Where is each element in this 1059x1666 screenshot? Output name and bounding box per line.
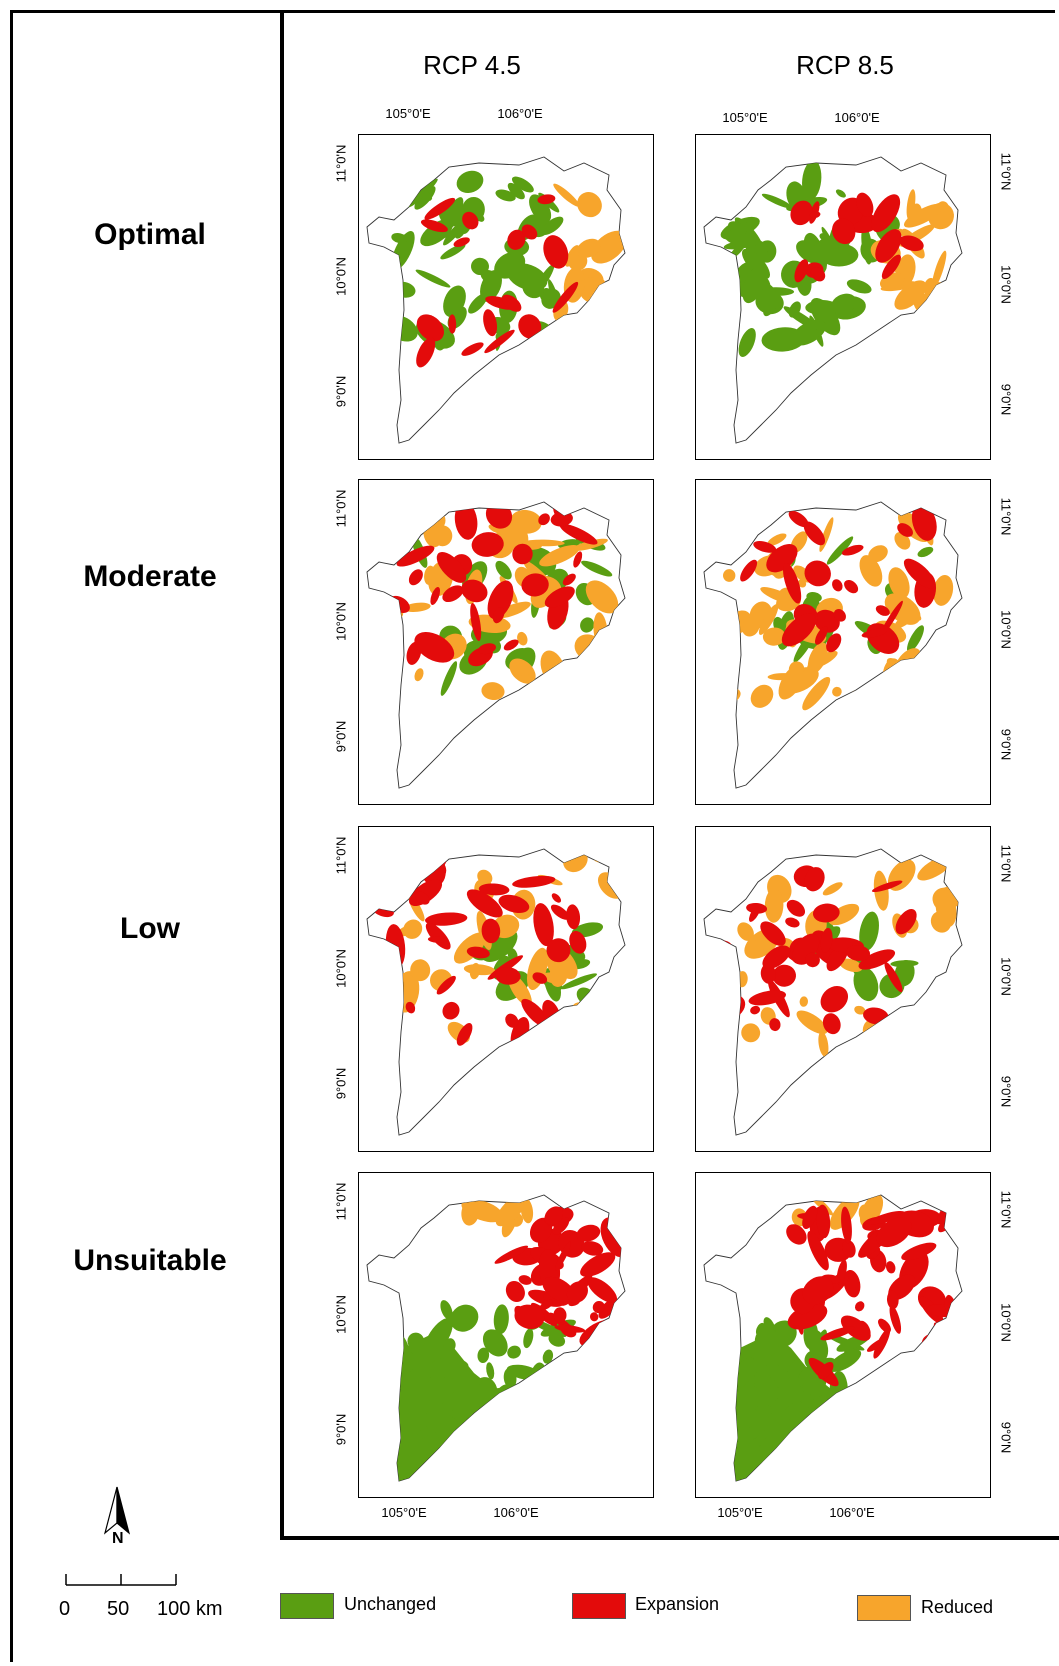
map-panel-low-rcp85 (695, 826, 991, 1152)
column-header-rcp45: RCP 4.5 (423, 50, 521, 80)
lat-tick-right-unsuitable-2: 9°0'N (998, 1421, 1014, 1454)
row-label-moderate: Moderate (83, 560, 217, 593)
map-panel-optimal-rcp45 (358, 134, 654, 460)
lat-tick-right-optimal-1: 10°0'N (998, 265, 1014, 304)
lat-tick-left-optimal-1: 10°0'N (333, 257, 349, 296)
lon-tick-top-rcp45-106: 106°0'E (497, 106, 543, 121)
lon-tick-top-rcp45-105: 105°0'E (385, 106, 431, 121)
legend-label-reduced: Reduced (921, 1597, 994, 1617)
lat-tick-right-optimal-0: 11°0'N (998, 152, 1014, 191)
lat-tick-right-moderate-1: 10°0'N (998, 610, 1014, 649)
legend-swatch-expansion (572, 1593, 626, 1619)
lat-tick-right-optimal-2: 9°0'N (998, 383, 1014, 416)
lat-tick-left-low-0: 11°0'N (333, 836, 349, 875)
lat-tick-right-moderate-0: 11°0'N (998, 497, 1014, 536)
lon-tick-top-rcp85-106: 106°0'E (834, 110, 880, 125)
map-panel-moderate-rcp45 (358, 479, 654, 805)
lat-tick-left-moderate-0: 11°0'N (333, 489, 349, 528)
lat-tick-left-optimal-2: 9°0'N (333, 375, 349, 408)
figure-frame (10, 10, 1055, 1662)
map-panel-moderate-rcp85 (695, 479, 991, 805)
row-label-low: Low (120, 912, 180, 945)
lon-tick-top-rcp85-105: 105°0'E (722, 110, 768, 125)
legend-label-unchanged: Unchanged (344, 1594, 437, 1614)
row-label-unsuitable: Unsuitable (73, 1244, 227, 1277)
north-arrow-label: N (112, 1530, 124, 1547)
lat-tick-left-low-2: 9°0'N (333, 1067, 349, 1100)
lat-tick-left-unsuitable-0: 11°0'N (333, 1182, 349, 1221)
map-panel-unsuitable-rcp45 (358, 1172, 654, 1498)
scale-label-100km: 100 km (157, 1598, 223, 1620)
lat-tick-right-unsuitable-0: 11°0'N (998, 1190, 1014, 1229)
maps-frame (280, 10, 1059, 1540)
legend-swatch-reduced (857, 1595, 911, 1621)
legend-label-expansion: Expansion (635, 1594, 720, 1614)
lat-tick-right-unsuitable-1: 10°0'N (998, 1303, 1014, 1342)
lat-tick-left-unsuitable-2: 9°0'N (333, 1413, 349, 1446)
lat-tick-right-low-1: 10°0'N (998, 957, 1014, 996)
scale-label-50: 50 (107, 1598, 130, 1620)
north-arrow-icon (100, 1485, 134, 1555)
lat-tick-right-low-2: 9°0'N (998, 1075, 1014, 1108)
legend-swatch-unchanged (280, 1593, 334, 1619)
lat-tick-left-unsuitable-1: 10°0'N (333, 1295, 349, 1334)
lat-tick-left-moderate-1: 10°0'N (333, 602, 349, 641)
lat-tick-right-moderate-2: 9°0'N (998, 728, 1014, 761)
map-panel-low-rcp45 (358, 826, 654, 1152)
lon-tick-bottom-rcp85-106: 106°0'E (829, 1505, 875, 1520)
lon-tick-bottom-rcp85-105: 105°0'E (717, 1505, 763, 1520)
lat-tick-left-low-1: 10°0'N (333, 949, 349, 988)
lon-tick-bottom-rcp45-105: 105°0'E (381, 1505, 427, 1520)
scale-bar (65, 1572, 177, 1586)
row-label-optimal: Optimal (94, 218, 206, 251)
lat-tick-right-low-0: 11°0'N (998, 844, 1014, 883)
lon-tick-bottom-rcp45-106: 106°0'E (493, 1505, 539, 1520)
scale-label-0: 0 (59, 1598, 71, 1620)
map-panel-optimal-rcp85 (695, 134, 991, 460)
map-panel-unsuitable-rcp85 (695, 1172, 991, 1498)
lat-tick-left-moderate-2: 9°0'N (333, 720, 349, 753)
lat-tick-left-optimal-0: 11°0'N (333, 144, 349, 183)
column-header-rcp85: RCP 8.5 (796, 50, 894, 80)
